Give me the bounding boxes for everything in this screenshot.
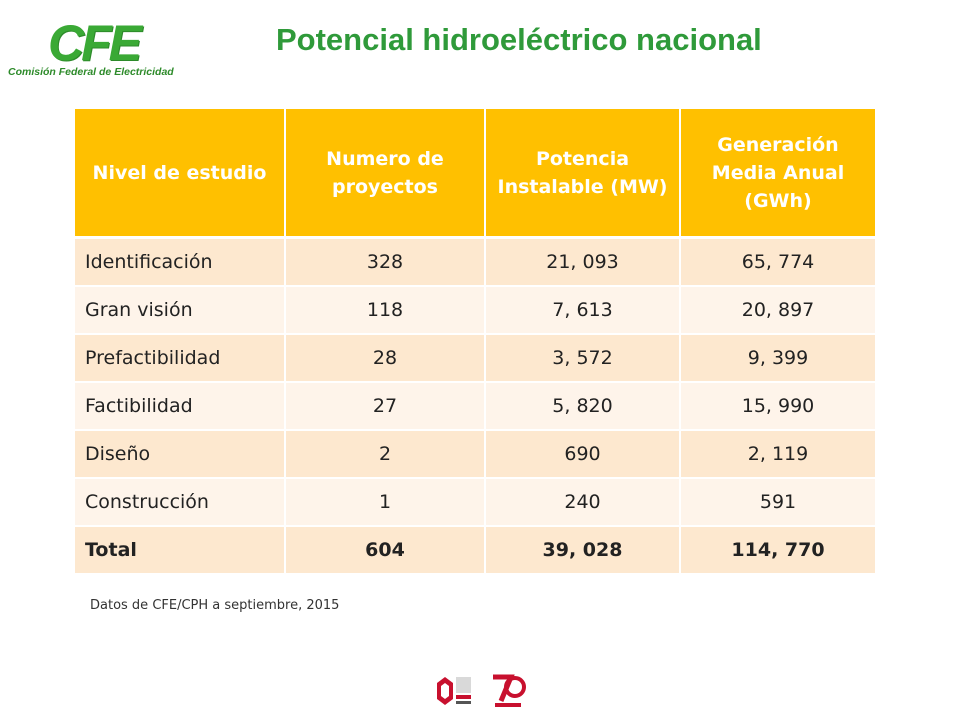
table-cell: 20, 897 <box>679 285 875 334</box>
table-row: Prefactibilidad 28 3, 572 9, 399 <box>75 333 875 382</box>
hydro-potential-table: Nivel de estudio Numero de proyectos Pot… <box>75 109 875 573</box>
column-header: Nivel de estudio <box>75 109 285 239</box>
table-total-row: Total 604 39, 028 114, 770 <box>75 525 875 573</box>
table-cell: Identificación <box>75 236 285 286</box>
table-cell: 21, 093 <box>484 236 680 286</box>
table-row: Gran visión 118 7, 613 20, 897 <box>75 285 875 334</box>
column-header: Numero de proyectos <box>284 109 485 239</box>
table-cell: 114, 770 <box>679 525 875 573</box>
table-cell: 118 <box>284 285 485 334</box>
table-cell: 690 <box>484 429 680 478</box>
table-cell: Diseño <box>75 429 285 478</box>
table-cell: 2 <box>284 429 485 478</box>
table-cell: Factibilidad <box>75 381 285 430</box>
table-cell: 65, 774 <box>679 236 875 286</box>
table-cell: 28 <box>284 333 485 382</box>
table-cell: 591 <box>679 477 875 526</box>
table-row: Factibilidad 27 5, 820 15, 990 <box>75 381 875 430</box>
table-cell: Total <box>75 525 285 573</box>
table-cell: 2, 119 <box>679 429 875 478</box>
table-row: Construcción 1 240 591 <box>75 477 875 526</box>
table-cell: 604 <box>284 525 485 573</box>
logo-mark: CFE <box>48 15 142 71</box>
column-header: Generación Media Anual (GWh) <box>679 109 875 239</box>
table-cell: 240 <box>484 477 680 526</box>
footer-badges <box>433 673 528 709</box>
source-footnote: Datos de CFE/CPH a septiembre, 2015 <box>90 598 340 613</box>
table-cell: 7, 613 <box>484 285 680 334</box>
table-cell: Construcción <box>75 477 285 526</box>
table-cell: 328 <box>284 236 485 286</box>
table-cell: 3, 572 <box>484 333 680 382</box>
logo-subtitle: Comisión Federal de Electricidad <box>8 66 174 78</box>
table-cell: 1 <box>284 477 485 526</box>
table-cell: 39, 028 <box>484 525 680 573</box>
table-cell: 5, 820 <box>484 381 680 430</box>
table-cell: Prefactibilidad <box>75 333 285 382</box>
seventy-five-years-icon <box>493 674 526 707</box>
cfe-logo: CFE Comisión Federal de Electricidad <box>8 16 188 86</box>
table-cell: 9, 399 <box>679 333 875 382</box>
table-cell: 15, 990 <box>679 381 875 430</box>
table-cell: Gran visión <box>75 285 285 334</box>
table-row: Identificación 328 21, 093 65, 774 <box>75 236 875 286</box>
table-header-row: Nivel de estudio Numero de proyectos Pot… <box>75 109 875 239</box>
page-title: Potencial hidroeléctrico nacional <box>276 22 762 57</box>
anniversary-badge-icon <box>437 677 471 705</box>
column-header: Potencia Instalable (MW) <box>484 109 680 239</box>
table-cell: 27 <box>284 381 485 430</box>
table-row: Diseño 2 690 2, 119 <box>75 429 875 478</box>
